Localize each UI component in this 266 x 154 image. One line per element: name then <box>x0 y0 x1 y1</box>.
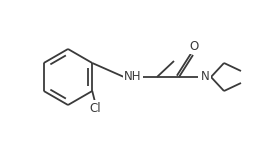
Text: N: N <box>201 71 209 83</box>
Text: O: O <box>189 39 199 53</box>
Text: NH: NH <box>124 71 142 83</box>
Text: Cl: Cl <box>89 101 101 115</box>
